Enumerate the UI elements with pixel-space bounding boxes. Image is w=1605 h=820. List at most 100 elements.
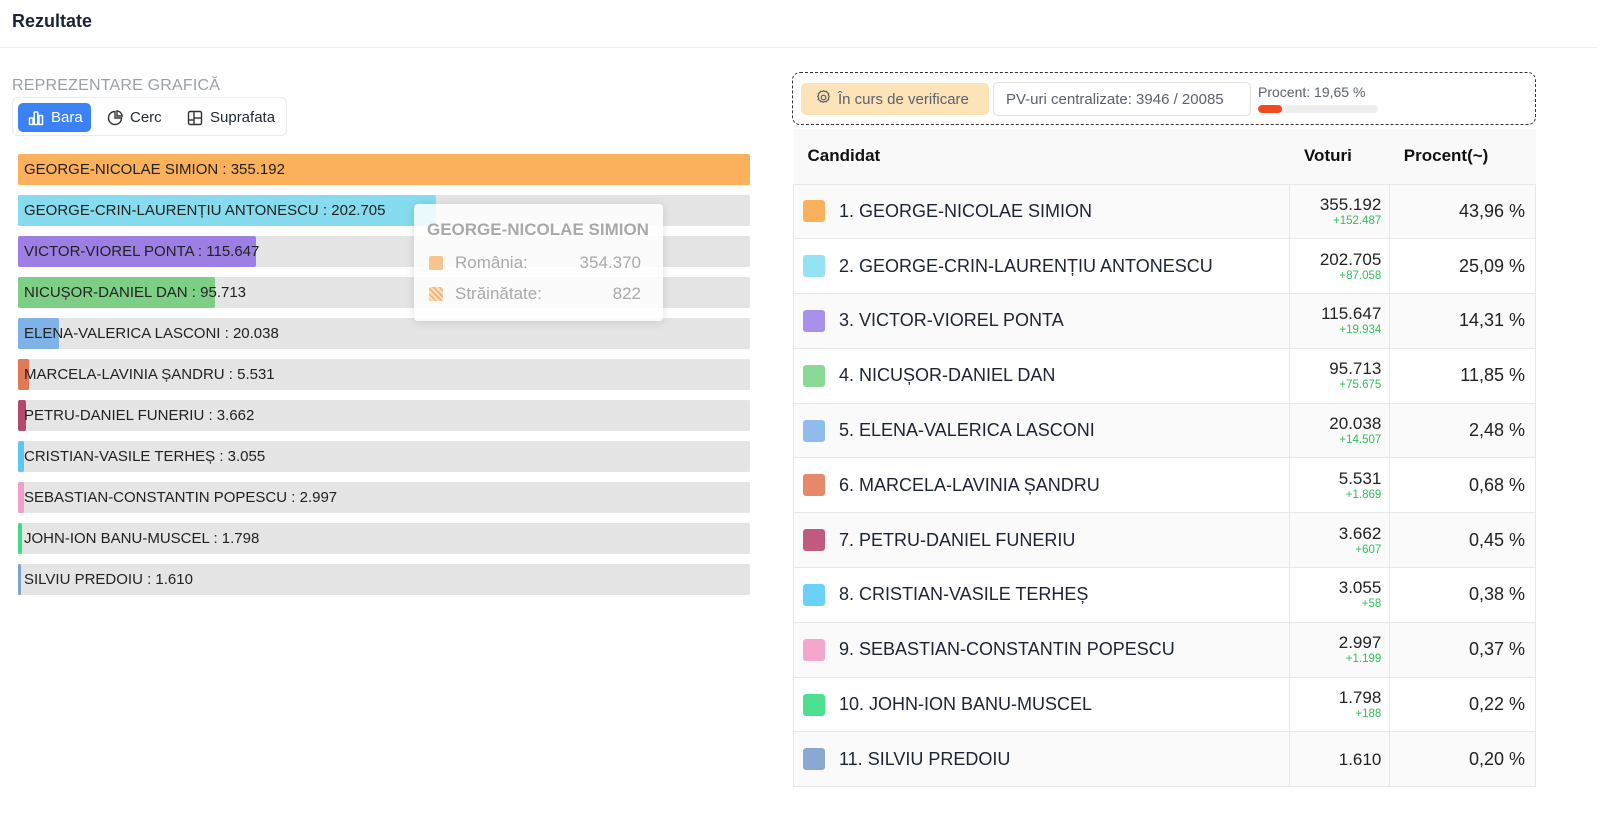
table-row[interactable]: 7. PETRU-DANIEL FUNERIU 3.662 +607 0,45 % xyxy=(792,512,1536,569)
votes-cell: 2.997 +1.199 xyxy=(1289,622,1390,678)
candidate-name: 7. PETRU-DANIEL FUNERIU xyxy=(839,529,1076,550)
votes-delta: +1.199 xyxy=(1345,653,1382,666)
candidate-cell: 2. GEORGE-CRIN-LAURENȚIU ANTONESCU xyxy=(792,238,1290,295)
table-row[interactable]: 9. SEBASTIAN-CONSTANTIN POPESCU 2.997 +1.1… xyxy=(792,622,1536,678)
bar[interactable] xyxy=(18,154,750,185)
candidate-cell: 11. SILVIU PREDOIU xyxy=(792,731,1290,788)
bar-chart-icon xyxy=(28,110,44,126)
votes-cell: 1.610 xyxy=(1289,731,1390,788)
chart-type-switch: Bara Cerc Suprafata xyxy=(12,97,287,136)
table-row[interactable]: 2. GEORGE-CRIN-LAURENȚIU ANTONESCU 202.70… xyxy=(792,238,1536,295)
bar[interactable] xyxy=(18,441,25,472)
candidate-cell: 10. JOHN-ION BANU-MUSCEL xyxy=(792,677,1290,733)
votes-value: 115.647 xyxy=(1321,304,1382,324)
table-row[interactable]: 11. SILVIU PREDOIU 1.610 0,20 % xyxy=(792,731,1536,788)
votes-delta: +19.934 xyxy=(1339,324,1382,337)
votes-cell: 3.662 +607 xyxy=(1289,512,1390,569)
bar[interactable] xyxy=(18,359,30,390)
candidate-color-swatch xyxy=(803,474,825,497)
candidate-color-swatch xyxy=(803,200,825,223)
status-box: În curs de verificare PV-uri centralizat… xyxy=(792,72,1536,125)
gear-icon xyxy=(815,89,832,110)
percent-cell: 0,20 % xyxy=(1389,731,1536,788)
bar[interactable] xyxy=(18,318,60,349)
top-bar: Rezultate xyxy=(0,0,1597,48)
votes-value: 1.610 xyxy=(1338,749,1382,769)
candidate-cell-inner: 7. PETRU-DANIEL FUNERIU xyxy=(794,529,1289,552)
votes-value: 355.192 xyxy=(1319,194,1382,214)
candidate-cell-inner: 1. GEORGE-NICOLAE SIMION xyxy=(794,200,1289,223)
candidate-cell: 8. CRISTIAN-VASILE TERHEȘ xyxy=(792,567,1290,623)
candidate-cell-inner: 8. CRISTIAN-VASILE TERHEȘ xyxy=(794,583,1289,606)
candidate-cell: 9. SEBASTIAN-CONSTANTIN POPESCU xyxy=(792,622,1290,678)
votes-delta: +87.058 xyxy=(1339,269,1382,282)
bar[interactable] xyxy=(18,400,26,431)
chart-section-label: REPREZENTARE GRAFICĂ xyxy=(12,77,221,94)
bar-label: GEORGE-NICOLAE SIMION : 355.192 xyxy=(24,161,285,178)
candidate-cell-inner: 9. SEBASTIAN-CONSTANTIN POPESCU xyxy=(794,638,1289,661)
candidate-name: 11. SILVIU PREDOIU xyxy=(839,748,1011,769)
table-row[interactable]: 4. NICUȘOR-DANIEL DAN 95.713 +75.675 11,85 … xyxy=(792,348,1536,404)
bar-track[interactable]: MARCELA-LAVINIA ȘANDRU : 5.531 xyxy=(18,359,750,390)
candidate-cell: 5. ELENA-VALERICA LASCONI xyxy=(792,403,1290,459)
candidate-cell-inner: 5. ELENA-VALERICA LASCONI xyxy=(794,419,1289,442)
candidate-name: 8. CRISTIAN-VASILE TERHEȘ xyxy=(839,584,1089,605)
percent-cell: 2,48 % xyxy=(1389,403,1536,459)
tab-treemap-chart[interactable]: Suprafata xyxy=(177,103,285,132)
bar-track[interactable]: JOHN-ION BANU-MUSCEL : 1.798 xyxy=(18,523,750,554)
bar-label: NICUȘOR-DANIEL DAN : 95.713 xyxy=(24,284,247,301)
results-table: Candidat Voturi Procent(~) 1. GEORGE-NIC… xyxy=(792,129,1536,788)
bar-track[interactable]: PETRU-DANIEL FUNERIU : 3.662 xyxy=(18,400,750,431)
votes-cell: 115.647 +19.934 xyxy=(1289,293,1390,349)
votes-cell: 1.798 +188 xyxy=(1289,677,1390,733)
table-row[interactable]: 5. ELENA-VALERICA LASCONI 20.038 +14.507 2,… xyxy=(792,403,1536,459)
bar[interactable] xyxy=(18,195,436,226)
status-badge-text: În curs de verificare xyxy=(838,90,969,108)
status-badge: În curs de verificare xyxy=(801,83,989,115)
candidate-cell: 3. VICTOR-VIOREL PONTA xyxy=(792,293,1290,349)
tab-bar-chart[interactable]: Bara xyxy=(18,103,91,132)
table-row[interactable]: 10. JOHN-ION BANU-MUSCEL 1.798 +188 0,22 % xyxy=(792,677,1536,733)
pie-chart-icon xyxy=(107,109,123,126)
tooltip-row-strainatate: Străinătate: 822 xyxy=(429,284,641,304)
votes-delta: +152.487 xyxy=(1332,214,1382,227)
votes-cell: 5.531 +1.869 xyxy=(1289,457,1390,514)
percent-cell: 0,22 % xyxy=(1389,677,1536,733)
table-row[interactable]: 1. GEORGE-NICOLAE SIMION 355.192 +152.487 4… xyxy=(792,184,1536,240)
bar-track[interactable]: SILVIU PREDOIU : 1.610 xyxy=(18,564,750,595)
bar[interactable] xyxy=(18,523,22,554)
bar[interactable] xyxy=(18,564,22,595)
bar[interactable] xyxy=(18,236,257,267)
candidate-cell-inner: 11. SILVIU PREDOIU xyxy=(794,748,1289,771)
votes-value: 2.997 xyxy=(1338,633,1382,653)
bar-track[interactable]: ELENA-VALERICA LASCONI : 20.038 xyxy=(18,318,750,349)
votes-delta: +1.869 xyxy=(1345,488,1382,501)
votes-cell: 95.713 +75.675 xyxy=(1289,348,1390,404)
votes-value: 202.705 xyxy=(1319,249,1382,269)
bar[interactable] xyxy=(18,482,25,513)
bar-track[interactable]: CRISTIAN-VASILE TERHEȘ : 3.055 xyxy=(18,441,750,472)
candidate-color-swatch xyxy=(803,255,825,278)
percent-cell: 14,31 % xyxy=(1389,293,1536,349)
bar-track[interactable]: SEBASTIAN-CONSTANTIN POPESCU : 2.997 xyxy=(18,482,750,513)
table-row[interactable]: 3. VICTOR-VIOREL PONTA 115.647 +19.934 14,3… xyxy=(792,293,1536,349)
table-row[interactable]: 6. MARCELA-LAVINIA ȘANDRU 5.531 +1.869 0,68… xyxy=(792,457,1536,514)
bar[interactable] xyxy=(18,277,216,308)
bar-label: GEORGE-CRIN-LAURENȚIU ANTONESCU : 202.70… xyxy=(24,202,386,219)
candidate-name: 2. GEORGE-CRIN-LAURENȚIU ANTONESCU xyxy=(839,255,1213,276)
percent-cell: 43,96 % xyxy=(1389,184,1536,240)
votes-value: 20.038 xyxy=(1329,414,1382,434)
candidate-cell-inner: 3. VICTOR-VIOREL PONTA xyxy=(794,309,1289,332)
votes-cell: 3.055 +58 xyxy=(1289,567,1390,623)
bar-track[interactable]: GEORGE-NICOLAE SIMION : 355.192 xyxy=(18,154,750,185)
candidate-cell: 4. NICUȘOR-DANIEL DAN xyxy=(792,348,1290,404)
progress-bar-fill xyxy=(1258,105,1282,113)
chart-tooltip: GEORGE-NICOLAE SIMION România: 354.370 S… xyxy=(414,204,663,321)
table-row[interactable]: 8. CRISTIAN-VASILE TERHEȘ 3.055 +58 0,38 % xyxy=(792,567,1536,623)
votes-value: 3.662 xyxy=(1338,523,1382,543)
candidate-cell-inner: 2. GEORGE-CRIN-LAURENȚIU ANTONESCU xyxy=(794,255,1289,278)
bar-label: JOHN-ION BANU-MUSCEL : 1.798 xyxy=(24,530,260,547)
tab-pie-chart[interactable]: Cerc xyxy=(97,103,173,132)
votes-cell: 202.705 +87.058 xyxy=(1289,238,1390,295)
pv-counter: PV-uri centralizate: 3946 / 20085 xyxy=(993,82,1251,116)
